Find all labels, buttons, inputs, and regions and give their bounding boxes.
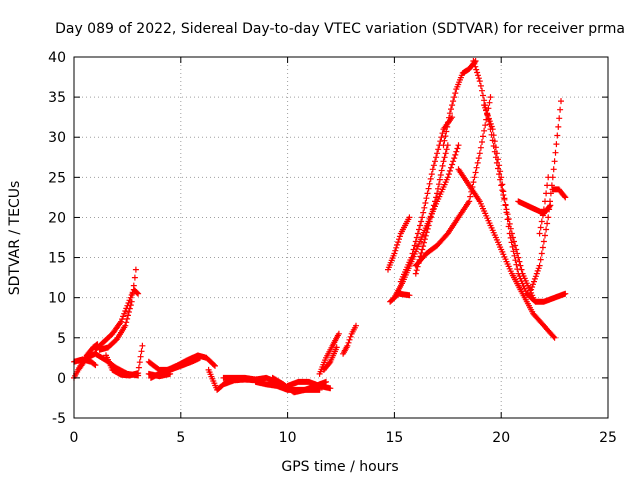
series-arc-20 [397, 114, 456, 285]
data-point-markers [412, 142, 451, 277]
data-point-markers [528, 98, 564, 293]
x-tick-label: 10 [279, 430, 297, 446]
series-arc-03 [92, 286, 142, 353]
y-tick-label: 15 [48, 251, 66, 267]
data-points [71, 58, 569, 396]
series-arc-25 [455, 166, 558, 341]
series-arc-23 [440, 58, 479, 149]
series-arc-28 [528, 98, 564, 293]
series-arc-14 [284, 378, 334, 392]
data-point-markers [220, 374, 280, 385]
chart-title: Day 089 of 2022, Sidereal Day-to-day VTE… [55, 21, 625, 37]
data-point-markers [397, 114, 456, 285]
series-arc-18 [385, 214, 413, 273]
x-tick-label: 0 [70, 430, 79, 446]
data-point-markers [92, 286, 142, 353]
y-tick-label: 20 [48, 210, 66, 226]
series-arc-21 [387, 290, 413, 305]
series-arc-16 [320, 344, 340, 373]
series-arc-27 [481, 102, 569, 305]
data-point-markers [470, 58, 537, 301]
data-point-markers [316, 330, 342, 377]
series-arc-30 [549, 186, 569, 201]
y-tick-label: 25 [48, 170, 66, 186]
series-arc-09 [145, 370, 174, 380]
plot-area-frame [73, 56, 609, 419]
series-arc-11 [220, 374, 280, 385]
data-point-markers [96, 266, 139, 353]
series-arc-06 [75, 350, 142, 379]
series-arc-15 [316, 330, 342, 377]
data-point-markers [481, 102, 569, 305]
data-point-markers [387, 290, 413, 305]
x-tick-label: 5 [176, 430, 185, 446]
data-point-markers [340, 322, 359, 357]
data-point-markers [385, 214, 413, 273]
y-tick-label: 40 [48, 50, 66, 66]
series-arc-04 [96, 266, 139, 353]
x-tick-label: 15 [385, 430, 403, 446]
data-point-markers [455, 166, 558, 341]
y-tick-label: -5 [52, 411, 66, 427]
data-point-markers [284, 378, 334, 392]
data-point-markers [145, 370, 174, 380]
y-axis-label: SDTVAR / TECUs [7, 181, 23, 296]
data-point-markers [536, 174, 552, 237]
x-axis-label: GPS time / hours [281, 459, 398, 475]
x-tick-label: 25 [599, 430, 617, 446]
series-arc-31 [536, 174, 552, 237]
series-arc-29 [515, 198, 554, 217]
series-arc-22 [412, 142, 451, 277]
y-tick-label: 10 [48, 291, 66, 307]
axis-ticks [73, 56, 609, 419]
y-tick-label: 35 [48, 90, 66, 106]
data-point-markers [320, 344, 340, 373]
series-arc-24 [470, 58, 537, 301]
data-point-markers [75, 350, 142, 379]
data-point-markers [440, 58, 479, 149]
data-point-markers [549, 186, 569, 201]
series-arc-17 [340, 322, 359, 357]
y-tick-label: 0 [57, 371, 66, 387]
series-arc-26 [412, 94, 494, 269]
y-tick-label: 5 [57, 331, 66, 347]
y-tick-label: 30 [48, 130, 66, 146]
data-point-markers [412, 94, 494, 269]
data-point-markers [515, 198, 554, 217]
x-tick-label: 20 [492, 430, 510, 446]
